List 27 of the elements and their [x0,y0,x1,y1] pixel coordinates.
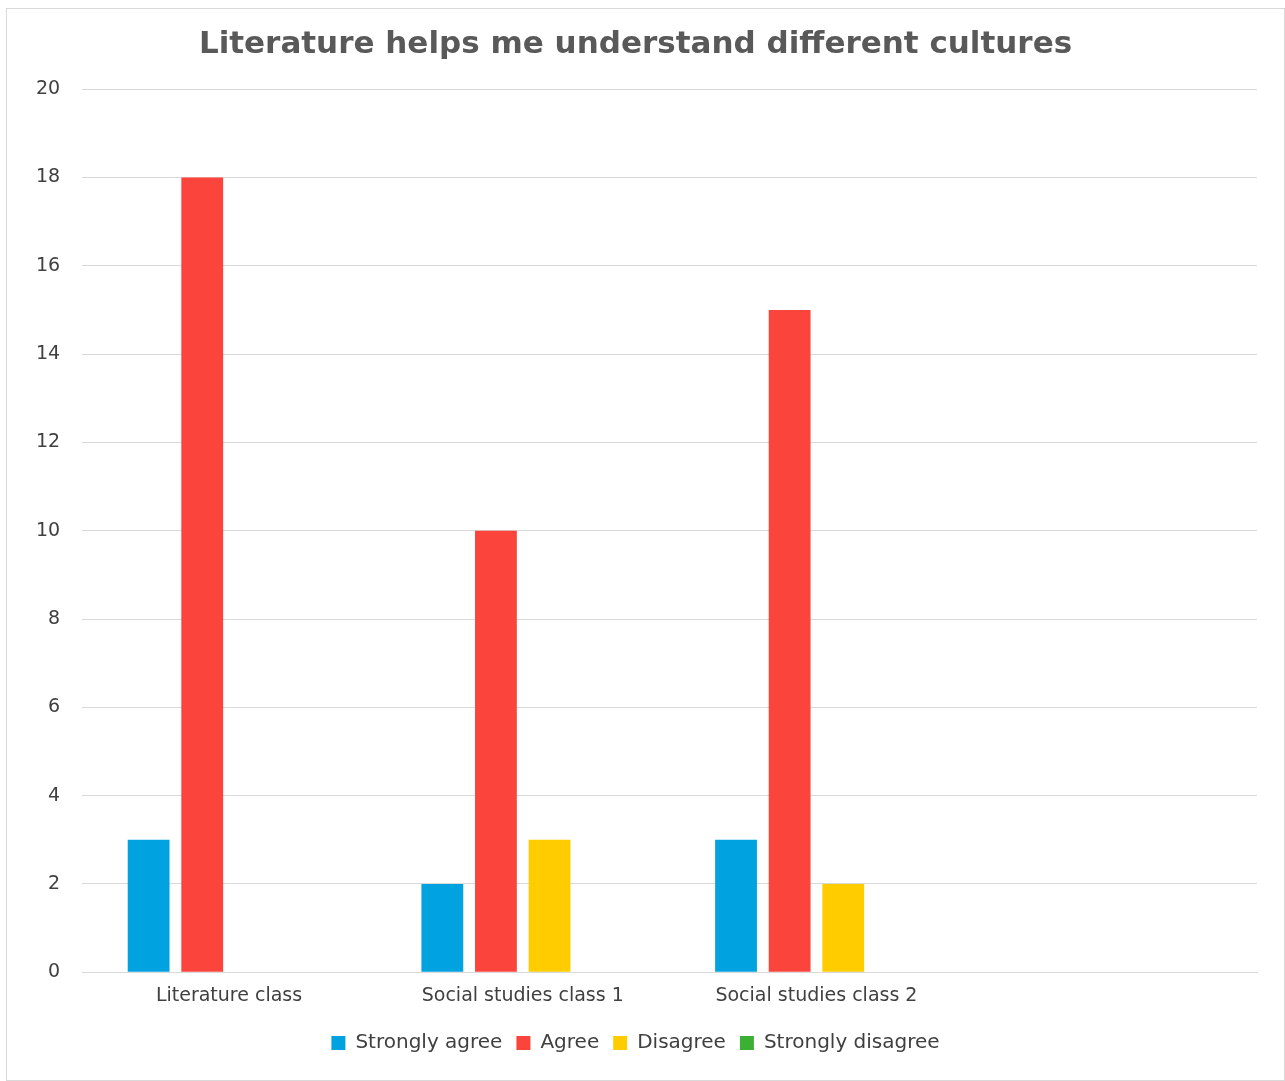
y-tick-label: 14 [35,341,61,364]
bar [715,839,757,972]
bar [768,309,811,972]
legend-label: Strongly agree [355,1029,503,1054]
chart-title: Literature helps me understand different cultures [198,23,1073,60]
y-tick-label: 18 [35,164,61,187]
bar [475,530,517,972]
y-tick-label: 8 [48,605,61,628]
legend-label: Agree [540,1029,600,1054]
x-tick-label: Literature class [155,982,303,1005]
x-tick-label: Social studies class 2 [715,982,918,1005]
legend-label: Disagree [637,1029,726,1054]
y-tick-label: 2 [48,870,61,893]
y-tick-label: 16 [35,252,61,275]
x-tick-label: Social studies class 1 [421,982,624,1005]
bar [822,883,865,972]
bar [181,177,224,972]
y-tick-label: 12 [35,429,61,452]
legend-label: Strongly disagree [763,1029,940,1054]
bar [421,883,464,972]
y-tick-label: 4 [48,782,61,805]
y-tick-label: 0 [48,959,61,982]
y-tick-label: 20 [35,76,61,99]
y-tick-label: 6 [48,694,61,717]
y-tick-label: 10 [35,517,61,540]
bar [127,839,170,972]
bar [528,839,571,972]
